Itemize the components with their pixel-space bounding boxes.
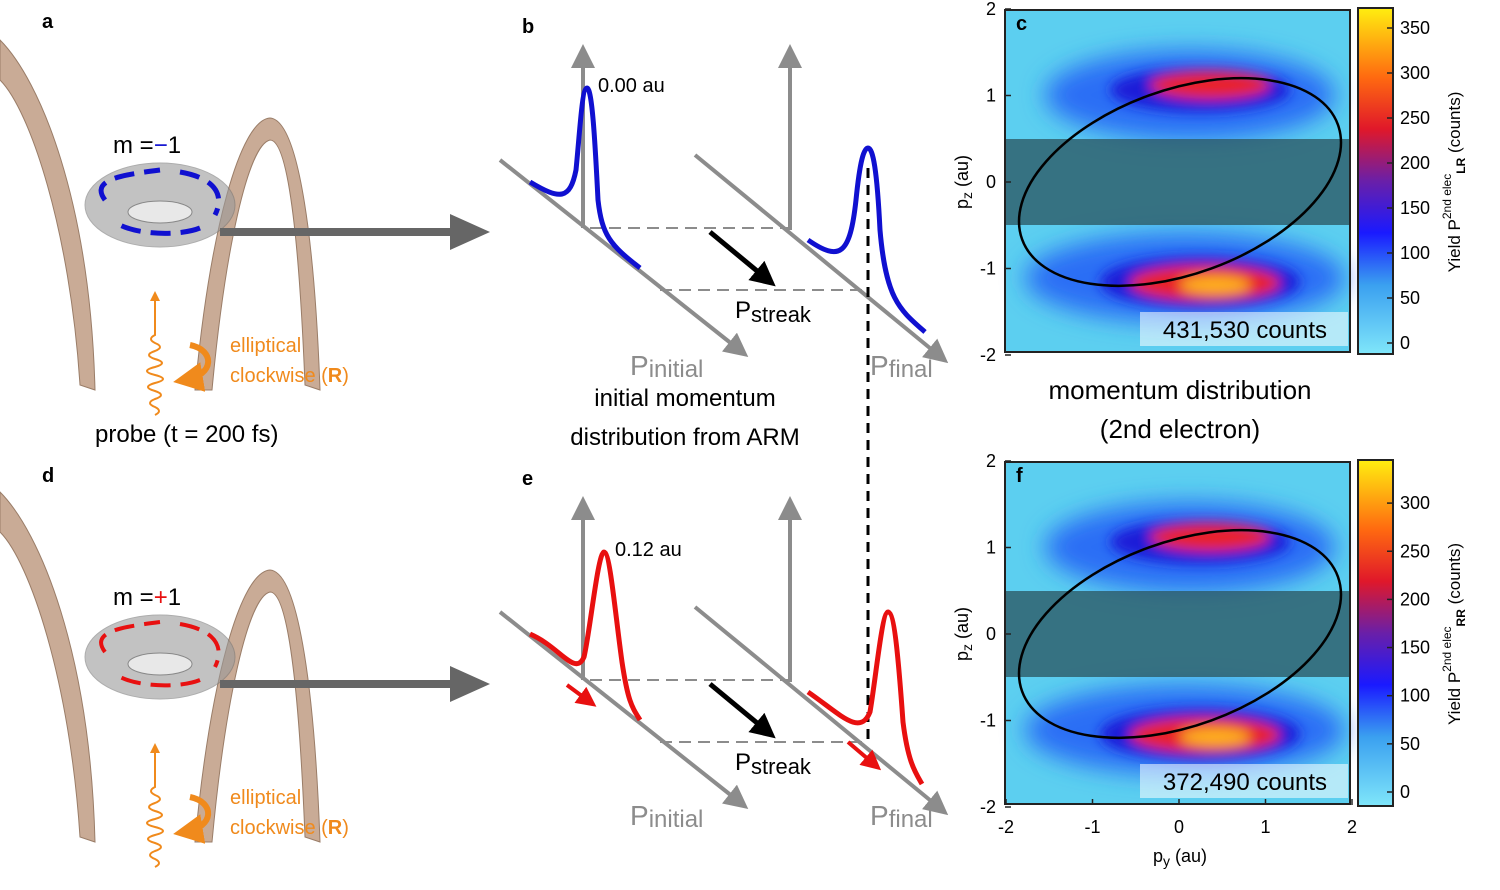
panel-label: a [42,11,54,33]
x-tick-label: 2 [1347,817,1357,837]
colorbar-tick-label: 0 [1400,333,1410,353]
panel-label: d [42,465,54,487]
y-tick-label: 1 [986,86,996,106]
p-final: Pfinal [870,350,933,383]
p-final: Pfinal [870,800,933,833]
heatmap-f [991,460,1393,806]
colorbar-tick-label: 150 [1400,638,1430,658]
scene-d [0,492,490,867]
colorbar-tick-label: 300 [1400,63,1430,83]
colorbar-tick-label: 300 [1400,493,1430,513]
colorbar-tick-label: 50 [1400,734,1420,754]
scene-a [0,40,490,415]
polarization: clockwise (R) [230,817,349,839]
panel-e: e 0.12 au Pstreak Pinitial Pfinal [500,468,942,833]
colorbar-tick-label: 100 [1400,243,1430,263]
p-streak: Pstreak [735,749,812,779]
colorbar-tick-label: 250 [1400,541,1430,561]
orbit-a [98,167,222,236]
polarization: clockwise (R) [230,365,349,387]
p-initial: Pinitial [630,800,703,833]
caption: probe (t = 200 fs) [95,421,278,448]
orbit-d [99,620,221,688]
caption: (2nd electron) [1100,414,1260,444]
colorbar-tick-label: 200 [1400,153,1430,173]
y-tick-label: -1 [980,259,996,279]
x-tick-label: 0 [1174,817,1184,837]
counts: 372,490 counts [1163,769,1327,796]
y-tick-label: 2 [986,0,996,19]
colorbar-tick-label: 350 [1400,18,1430,38]
axes-b [500,52,942,358]
panel-label: f [1016,465,1023,487]
y-tick-label: 2 [986,451,996,471]
colorbar-tick-label: 100 [1400,686,1430,706]
colorbar-tick-label: 200 [1400,589,1430,609]
caption: initial momentum [594,385,775,412]
caption: momentum distribution [1049,375,1312,405]
heatmap-c [1004,7,1394,355]
distribution [806,145,927,334]
y-tick-label: 0 [986,624,996,644]
distribution [528,85,642,270]
colorbar-tick-label: 50 [1400,288,1420,308]
polarization: elliptical [230,787,301,809]
offset: 0.12 au [615,539,682,561]
panel-d: d m =+1 elliptical clockwise (R) [0,465,490,867]
y-tick-label: -2 [980,797,996,817]
colorbar-tick-label: 250 [1400,108,1430,128]
state: m =−1 [113,132,181,159]
caption: distribution from ARM [570,424,799,451]
y-tick-label: 0 [986,172,996,192]
y-tick-label: -1 [980,711,996,731]
panel-label: b [522,16,534,38]
axis-label: pz (au) [952,155,975,209]
y-tick-label: 1 [986,538,996,558]
colorbar-label: Yield P2nd elecRR (counts) [1440,543,1468,725]
distribution [528,549,643,722]
colorbar-tick-label: 150 [1400,198,1430,218]
p-streak: Pstreak [735,297,812,327]
polarization: elliptical [230,335,301,357]
x-tick-label: 1 [1260,817,1270,837]
colorbar-tick-label: 0 [1400,782,1410,802]
offset: 0.00 au [598,75,665,97]
x-tick-label: -1 [1084,817,1100,837]
axis-label: pz (au) [952,607,975,661]
panel-label: e [522,468,533,490]
colorbar-label: Yield P2nd elecLR (counts) [1440,92,1468,273]
panel-label: c [1016,13,1027,35]
state: m =+1 [113,584,181,611]
counts: 431,530 counts [1163,317,1327,344]
y-tick-label: -2 [980,345,996,365]
p-initial: Pinitial [630,350,703,383]
axis-label: py (au) [1153,846,1207,869]
x-tick-label: -2 [998,817,1014,837]
distribution [806,609,925,786]
